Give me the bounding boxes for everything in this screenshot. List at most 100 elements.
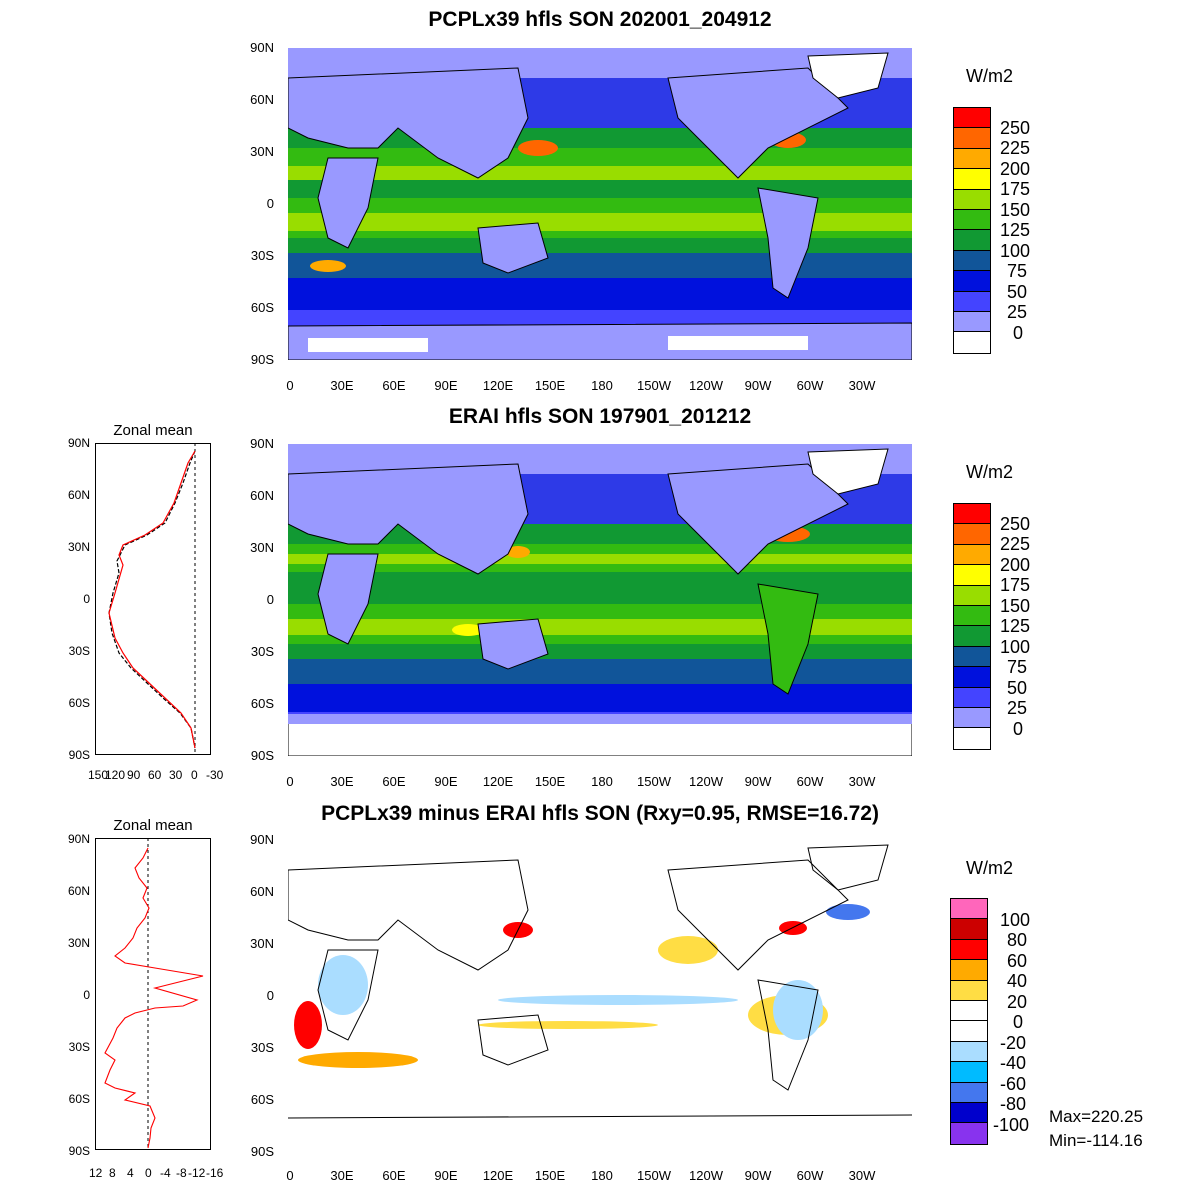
panel2-level-3: 175 bbox=[1000, 575, 1031, 595]
panel2-lon-90w: 90W bbox=[744, 774, 772, 789]
panel3-lat-30n: 30N bbox=[250, 936, 274, 951]
zm2-x-8: 8 bbox=[109, 1166, 116, 1180]
panel3-level-3: 40 bbox=[1007, 971, 1028, 991]
panel2-lon-60w: 60W bbox=[796, 774, 824, 789]
panel1-lat-30s: 30S bbox=[250, 248, 274, 263]
panel2-lat-90s: 90S bbox=[250, 748, 274, 763]
panel2-level-9: 25 bbox=[1007, 698, 1028, 718]
panel1-level-10: 0 bbox=[1013, 323, 1024, 343]
panel1-lon-90e: 90E bbox=[434, 378, 458, 393]
panel3-units: W/m2 bbox=[966, 858, 1013, 878]
panel2-title: ERAI hfls SON 197901_201212 bbox=[448, 405, 752, 428]
zm1-lat-90s: 90S bbox=[68, 748, 90, 762]
panel3-lon-90e: 90E bbox=[434, 1168, 458, 1183]
panel2-lon-150w: 150W bbox=[637, 774, 671, 789]
panel1-lat-90n: 90N bbox=[250, 40, 274, 55]
panel2-lon-180: 180 bbox=[591, 774, 613, 789]
panel3-level-1: 80 bbox=[1007, 930, 1028, 950]
panel3-lon-30e: 30E bbox=[330, 1168, 354, 1183]
panel2-lon-0: 0 bbox=[286, 774, 294, 789]
zm1-x-90: 90 bbox=[127, 768, 141, 782]
panel2-units: W/m2 bbox=[966, 462, 1013, 482]
panel3-max-stat: Max=220.25 bbox=[1049, 1107, 1144, 1126]
zonal-mean-1-plot bbox=[95, 443, 211, 755]
panel1-swatch-6 bbox=[954, 230, 990, 251]
panel1-level-5: 125 bbox=[1000, 220, 1031, 240]
panel3-swatch-2 bbox=[951, 939, 987, 961]
panel2-level-1: 225 bbox=[1000, 534, 1031, 554]
zm2-x-neg8: -8 bbox=[176, 1166, 187, 1180]
panel3-lat-90n: 90N bbox=[250, 832, 274, 847]
panel1-swatch-1 bbox=[954, 128, 990, 149]
panel3-lon-180: 180 bbox=[591, 1168, 613, 1183]
zm1-x-120: 120 bbox=[105, 768, 126, 782]
panel1-level-7: 75 bbox=[1007, 261, 1028, 281]
panel2-lat-60n: 60N bbox=[250, 488, 274, 503]
panel1-lon-150e: 150E bbox=[534, 378, 566, 393]
panel2-lat-90n: 90N bbox=[250, 436, 274, 451]
panel2-lat-0: 0 bbox=[266, 592, 274, 607]
panel3-swatch-8 bbox=[951, 1062, 987, 1083]
panel1-swatch-0 bbox=[954, 108, 990, 129]
panel2-lon-30w: 30W bbox=[848, 774, 876, 789]
panel1-lon-30e: 30E bbox=[330, 378, 354, 393]
panel2-level-10: 0 bbox=[1013, 719, 1024, 739]
zm1-x-60: 60 bbox=[148, 768, 162, 782]
panel3-level-7: -40 bbox=[1000, 1053, 1027, 1073]
panel3-lon-120w: 120W bbox=[689, 1168, 723, 1183]
panel2-swatch-6 bbox=[954, 626, 990, 647]
panel1-lat-0: 0 bbox=[266, 196, 274, 211]
panel1-swatch-8 bbox=[954, 271, 990, 292]
zm2-x-neg16: -16 bbox=[206, 1166, 224, 1180]
panel1-lon-150w: 150W bbox=[637, 378, 671, 393]
panel3-level-5: 0 bbox=[1013, 1012, 1024, 1032]
panel2-level-8: 50 bbox=[1007, 678, 1028, 698]
panel3-lat-0: 0 bbox=[266, 988, 274, 1003]
zm1-lat-30n: 30N bbox=[67, 540, 90, 554]
zonal-mean-1-title: Zonal mean bbox=[113, 422, 193, 439]
panel3-lon-150e: 150E bbox=[534, 1168, 566, 1183]
panel3-lon-60e: 60E bbox=[382, 1168, 406, 1183]
panel1-level-2: 200 bbox=[1000, 159, 1031, 179]
panel2-swatch-3 bbox=[954, 565, 990, 586]
panel3-level-10: -100 bbox=[993, 1115, 1030, 1135]
panel3-colorbar bbox=[950, 898, 988, 1145]
panel3-lon-0: 0 bbox=[286, 1168, 294, 1183]
panel2-swatch-11 bbox=[954, 728, 990, 749]
panel3-lon-120e: 120E bbox=[482, 1168, 514, 1183]
panel2-level-4: 150 bbox=[1000, 596, 1031, 616]
panel1-title: PCPLx39 hfls SON 202001_204912 bbox=[428, 8, 772, 31]
panel3-swatch-9 bbox=[951, 1082, 987, 1103]
panel3-lat-90s: 90S bbox=[250, 1144, 274, 1159]
panel1-lon-0: 0 bbox=[286, 378, 294, 393]
panel1-swatch-3 bbox=[954, 169, 990, 190]
panel3-lat-60s: 60S bbox=[250, 1092, 274, 1107]
panel1-swatch-7 bbox=[954, 250, 990, 272]
panel1-level-0: 250 bbox=[1000, 118, 1031, 138]
panel2-swatch-8 bbox=[954, 667, 990, 688]
panel1-lat-90s: 90S bbox=[250, 352, 274, 367]
panel2-lon-150e: 150E bbox=[534, 774, 566, 789]
panel2-lon-120e: 120E bbox=[482, 774, 514, 789]
panel1-level-8: 50 bbox=[1007, 282, 1028, 302]
panel2-lon-120w: 120W bbox=[689, 774, 723, 789]
zm1-lat-60s: 60S bbox=[68, 696, 90, 710]
zm1-lat-90n: 90N bbox=[67, 436, 90, 450]
panel2-lat-30n: 30N bbox=[250, 540, 274, 555]
zonal-mean-2-plot bbox=[95, 838, 211, 1150]
panel3-min-stat: Min=-114.16 bbox=[1049, 1131, 1143, 1150]
panel3-swatch-5 bbox=[951, 1000, 987, 1022]
panel3-level-4: 20 bbox=[1007, 992, 1028, 1012]
zm2-lat-0: 0 bbox=[83, 988, 90, 1002]
panel2-level-6: 100 bbox=[1000, 637, 1031, 657]
panel3-swatch-0 bbox=[951, 899, 987, 920]
panel3-swatch-11 bbox=[951, 1123, 987, 1144]
zm2-lat-60n: 60N bbox=[67, 884, 90, 898]
panel2-swatch-0 bbox=[954, 504, 990, 525]
panel2-lon-30e: 30E bbox=[330, 774, 354, 789]
panel1-map bbox=[288, 48, 912, 360]
panel1-swatch-9 bbox=[954, 291, 990, 312]
zm1-x-neg30: -30 bbox=[206, 768, 224, 782]
zm2-x-neg4: -4 bbox=[160, 1166, 171, 1180]
zm2-lat-30n: 30N bbox=[67, 936, 90, 950]
